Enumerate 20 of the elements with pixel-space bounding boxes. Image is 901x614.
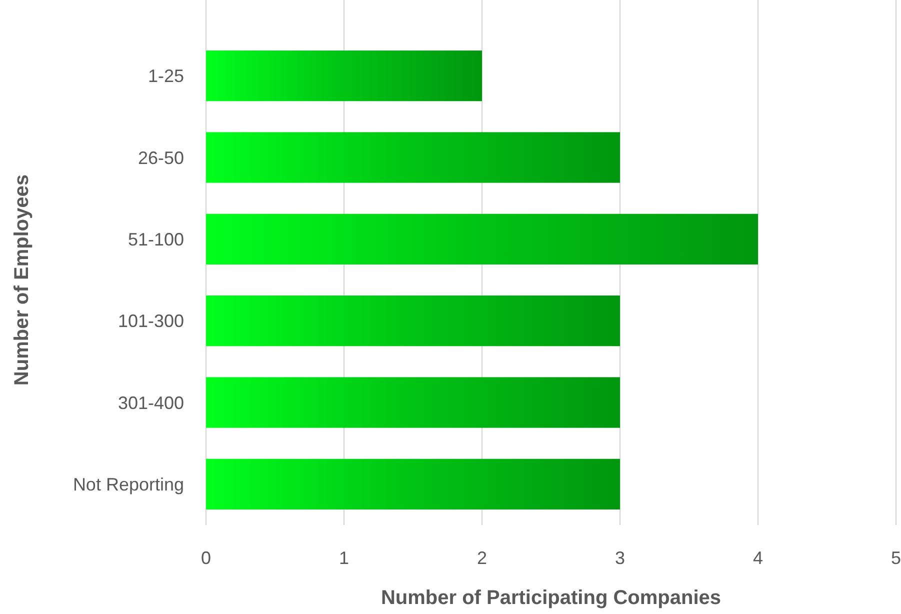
y-tick-label: Not Reporting [72, 474, 184, 494]
bar [206, 296, 620, 346]
bar [206, 214, 758, 264]
y-tick-label: 301-400 [118, 392, 184, 413]
x-tick-label: 1 [338, 548, 350, 568]
x-tick-label: 0 [200, 548, 212, 568]
bar [206, 132, 620, 183]
y-tick-label: 51-100 [128, 229, 184, 250]
bar [206, 377, 620, 428]
y-tick-label: 1-25 [148, 66, 184, 86]
x-axis-title: Number of Participating Companies [380, 587, 722, 609]
x-tick-label: 5 [890, 548, 901, 568]
y-axis-title: Number of Employees [11, 174, 33, 386]
bar [206, 458, 620, 510]
x-tick-label: 2 [476, 548, 488, 568]
y-tick-label: 26-50 [138, 148, 184, 168]
bar [206, 50, 482, 102]
x-tick-label: 4 [752, 548, 764, 568]
y-tick-label: 101-300 [118, 311, 184, 332]
x-tick-label: 3 [614, 548, 626, 568]
